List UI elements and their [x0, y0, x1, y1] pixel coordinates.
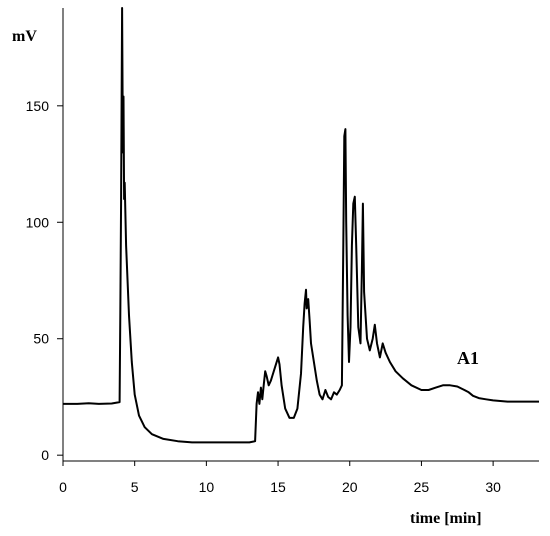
- peak-annotation-a1: A1: [457, 348, 479, 368]
- chromatogram-trace: [63, 7, 539, 444]
- x-axis-label: time [min]: [410, 510, 482, 527]
- x-tick-label-15: 15: [270, 479, 286, 495]
- y-tick-label-50: 50: [33, 331, 49, 347]
- x-tick-label-25: 25: [414, 479, 430, 495]
- x-tick-label-5: 5: [131, 479, 139, 495]
- x-tick-label-10: 10: [199, 479, 215, 495]
- x-tick-label-30: 30: [485, 479, 501, 495]
- ticks-layer: 0 5 10 15 20 25 30 0 50 100 150: [26, 98, 501, 495]
- y-axis-label: mV: [12, 28, 37, 45]
- x-tick-label-0: 0: [59, 479, 67, 495]
- x-tick-label-20: 20: [342, 479, 358, 495]
- y-tick-label-150: 150: [26, 98, 50, 114]
- y-tick-label-0: 0: [41, 447, 49, 463]
- y-tick-label-100: 100: [26, 214, 50, 230]
